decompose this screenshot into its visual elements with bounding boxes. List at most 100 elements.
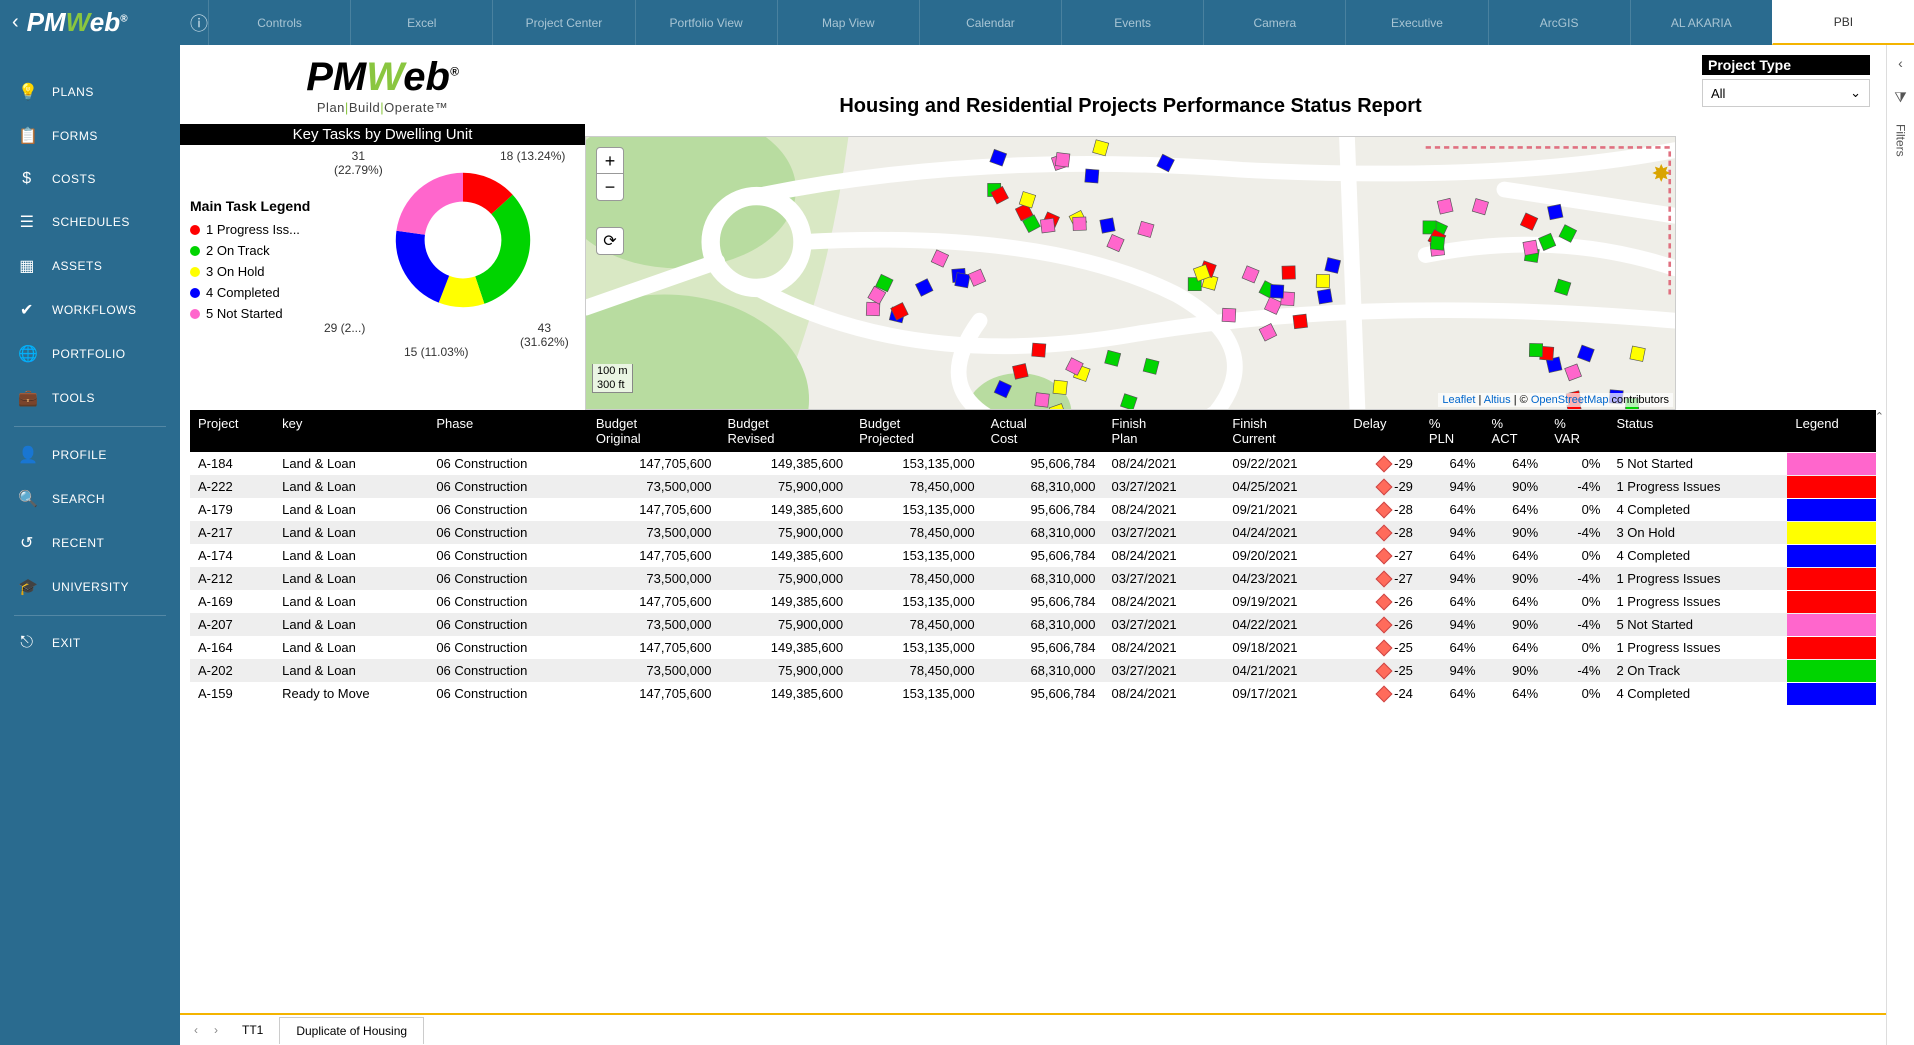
collapse-rail-icon[interactable]: ‹ — [1898, 55, 1903, 71]
sidebar-item-search[interactable]: 🔍SEARCH — [0, 477, 180, 521]
topnav-excel[interactable]: Excel — [350, 0, 492, 45]
col-phase[interactable]: Phase — [428, 410, 588, 452]
filter-panel: Project Type All ⌄ — [1686, 45, 1886, 410]
table-row[interactable]: A-164Land & Loan06 Construction147,705,6… — [190, 636, 1876, 659]
university-icon: 🎓 — [18, 577, 36, 597]
info-icon[interactable]: ⓘ — [190, 10, 208, 36]
legend-item[interactable]: 1 Progress Iss... — [190, 222, 340, 237]
table-row[interactable]: A-202Land & Loan06 Construction73,500,00… — [190, 659, 1876, 682]
table-row[interactable]: A-179Land & Loan06 Construction147,705,6… — [190, 498, 1876, 521]
plans-icon: 💡 — [18, 82, 36, 102]
table-row[interactable]: A-222Land & Loan06 Construction73,500,00… — [190, 475, 1876, 498]
col--act[interactable]: %ACT — [1484, 410, 1547, 452]
delay-diamond-icon — [1376, 639, 1393, 656]
map-canvas: ✸ — [586, 137, 1675, 410]
sidebar-item-workflows[interactable]: ✔WORKFLOWS — [0, 288, 180, 332]
map-zoom-out-button[interactable]: − — [597, 174, 623, 200]
sidebar-item-costs[interactable]: $COSTS — [0, 158, 180, 200]
legend-item[interactable]: 4 Completed — [190, 285, 340, 300]
sidebar-item-recent[interactable]: ↺RECENT — [0, 521, 180, 565]
col--var[interactable]: %VAR — [1546, 410, 1608, 452]
project-type-value: All — [1711, 86, 1725, 101]
topnav-controls[interactable]: Controls — [208, 0, 350, 45]
table-row[interactable]: A-217Land & Loan06 Construction73,500,00… — [190, 521, 1876, 544]
delay-diamond-icon — [1376, 570, 1393, 587]
topnav-calendar[interactable]: Calendar — [919, 0, 1061, 45]
tab-nav-prev-icon[interactable]: ‹ — [186, 1023, 206, 1037]
sidebar-item-university[interactable]: 🎓UNIVERSITY — [0, 565, 180, 609]
panel-logo: PMWeb® Plan|Build|Operate™ — [190, 55, 575, 115]
col-finish-plan[interactable]: FinishPlan — [1104, 410, 1225, 452]
map[interactable]: ✸ + − ⟳ 100 m 300 ft Leaflet | Altius | … — [585, 136, 1676, 410]
key-tasks-header: Key Tasks by Dwelling Unit — [180, 124, 585, 145]
portfolio-icon: 🌐 — [18, 344, 36, 364]
sidebar-item-profile[interactable]: 👤PROFILE — [0, 433, 180, 477]
assets-icon: ▦ — [18, 256, 36, 276]
key-tasks-panel: PMWeb® Plan|Build|Operate™ Key Tasks by … — [180, 45, 585, 410]
table-row[interactable]: A-169Land & Loan06 Construction147,705,6… — [190, 590, 1876, 613]
sidebar-item-portfolio[interactable]: 🌐PORTFOLIO — [0, 332, 180, 376]
topnav-al-akaria[interactable]: AL AKARIA — [1630, 0, 1772, 45]
sidebar-item-schedules[interactable]: ☰SCHEDULES — [0, 200, 180, 244]
col-actual-cost[interactable]: ActualCost — [983, 410, 1104, 452]
project-type-select[interactable]: All ⌄ — [1702, 79, 1870, 107]
col--pln[interactable]: %PLN — [1421, 410, 1484, 452]
sidebar-item-plans[interactable]: 💡PLANS — [0, 70, 180, 114]
topnav-project-center[interactable]: Project Center — [492, 0, 634, 45]
sidebar-item-assets[interactable]: ▦ASSETS — [0, 244, 180, 288]
col-budget-projected[interactable]: BudgetProjected — [851, 410, 983, 452]
legend-title: Main Task Legend — [190, 198, 340, 214]
table-row[interactable]: A-184Land & Loan06 Construction147,705,6… — [190, 452, 1876, 475]
filter-funnel-icon[interactable]: ⧩ — [1894, 89, 1907, 106]
col-finish-current[interactable]: FinishCurrent — [1224, 410, 1345, 452]
profile-icon: 👤 — [18, 445, 36, 465]
donut-slice-label: 31(22.79%) — [334, 149, 383, 177]
sheet-tab[interactable]: Duplicate of Housing — [279, 1017, 424, 1044]
table-row[interactable]: A-174Land & Loan06 Construction147,705,6… — [190, 544, 1876, 567]
col-legend[interactable]: Legend — [1787, 410, 1876, 452]
center-panel: Housing and Residential Projects Perform… — [585, 45, 1686, 410]
map-attrib-link[interactable]: Altius — [1484, 394, 1511, 406]
delay-diamond-icon — [1376, 478, 1393, 495]
topnav-events[interactable]: Events — [1061, 0, 1203, 45]
workflows-icon: ✔ — [18, 300, 36, 320]
filters-label: Filters — [1894, 124, 1908, 157]
map-zoom-in-button[interactable]: + — [597, 148, 623, 174]
col-status[interactable]: Status — [1608, 410, 1787, 452]
col-budget-revised[interactable]: BudgetRevised — [719, 410, 851, 452]
topnav-camera[interactable]: Camera — [1203, 0, 1345, 45]
sidebar-item-exit[interactable]: ⎋EXIT — [0, 622, 180, 664]
map-refresh-button[interactable]: ⟳ — [596, 227, 624, 255]
topnav-arcgis[interactable]: ArcGIS — [1488, 0, 1630, 45]
map-attribution: Leaflet | Altius | © OpenStreetMap contr… — [1438, 393, 1673, 407]
tools-icon: 💼 — [18, 388, 36, 408]
sheet-tab[interactable]: TT1 — [226, 1017, 279, 1044]
table-row[interactable]: A-159Ready to Move06 Construction147,705… — [190, 682, 1876, 705]
back-chevron-icon[interactable]: ‹ — [12, 11, 19, 34]
legend-item[interactable]: 3 On Hold — [190, 264, 340, 279]
legend-item[interactable]: 2 On Track — [190, 243, 340, 258]
map-attrib-link[interactable]: OpenStreetMap — [1531, 394, 1609, 406]
topnav-pbi[interactable]: PBI — [1772, 0, 1914, 45]
sidebar-item-tools[interactable]: 💼TOOLS — [0, 376, 180, 420]
costs-icon: $ — [18, 170, 36, 188]
forms-icon: 📋 — [18, 126, 36, 146]
donut-slice-label: 43(31.62%) — [520, 321, 569, 349]
col-budget-original[interactable]: BudgetOriginal — [588, 410, 720, 452]
topnav-executive[interactable]: Executive — [1345, 0, 1487, 45]
topnav-map-view[interactable]: Map View — [777, 0, 919, 45]
col-delay[interactable]: Delay — [1345, 410, 1421, 452]
table-row[interactable]: A-212Land & Loan06 Construction73,500,00… — [190, 567, 1876, 590]
legend-item[interactable]: 5 Not Started — [190, 306, 340, 321]
col-key[interactable]: key — [274, 410, 428, 452]
table-row[interactable]: A-207Land & Loan06 Construction73,500,00… — [190, 613, 1876, 636]
delay-diamond-icon — [1376, 501, 1393, 518]
delay-diamond-icon — [1376, 662, 1393, 679]
scroll-up-indicator[interactable]: ⌃ — [1875, 410, 1884, 423]
col-project[interactable]: Project — [190, 410, 274, 452]
topnav-portfolio-view[interactable]: Portfolio View — [635, 0, 777, 45]
tab-nav-next-icon[interactable]: › — [206, 1023, 226, 1037]
sidebar-item-forms[interactable]: 📋FORMS — [0, 114, 180, 158]
app-logo: PMWeb® — [27, 7, 128, 38]
map-attrib-link[interactable]: Leaflet — [1442, 394, 1475, 406]
